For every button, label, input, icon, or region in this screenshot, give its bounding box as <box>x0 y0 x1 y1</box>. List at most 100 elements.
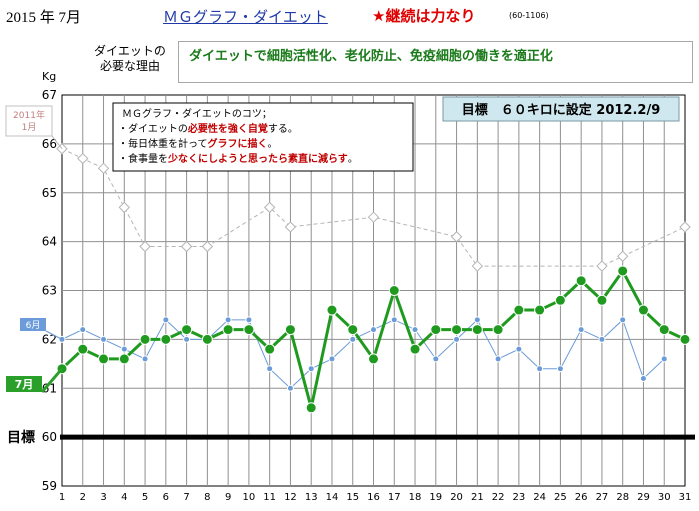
data-point-prev <box>101 336 107 342</box>
data-point-prev <box>454 336 460 342</box>
x-tick-label: 12 <box>284 492 297 503</box>
data-point-prev <box>412 327 418 333</box>
x-tick-label: 5 <box>142 492 148 503</box>
data-point-current <box>99 354 109 364</box>
data-point-prev <box>163 317 169 323</box>
x-tick-label: 6 <box>163 492 169 503</box>
data-point-prev <box>246 317 252 323</box>
data-point-prev <box>578 327 584 333</box>
data-point-prev <box>287 385 293 391</box>
data-point-prev <box>537 366 543 372</box>
tips-segment: 。 <box>268 139 278 150</box>
tips-line: ・ダイエットの必要性を強く自覚する。 <box>118 122 298 135</box>
data-point-current <box>410 344 420 354</box>
x-tick-label: 27 <box>596 492 609 503</box>
data-point-current <box>389 286 399 296</box>
x-tick-label: 17 <box>388 492 401 503</box>
data-point-prev <box>371 327 377 333</box>
tips-segment: ・食事量を <box>118 152 168 165</box>
data-point-current <box>597 295 607 305</box>
data-point-prev <box>620 317 626 323</box>
x-tick-label: 29 <box>637 492 650 503</box>
x-tick-label: 14 <box>326 492 339 503</box>
x-tick-label: 26 <box>575 492 588 503</box>
data-point-current <box>244 325 254 335</box>
data-point-prev <box>599 336 605 342</box>
data-point-prev <box>557 366 563 372</box>
tips-box: ＭＧグラフ・ダイエットのコツ； ・ダイエットの必要性を強く自覚する。・毎日体重を計… <box>113 103 413 171</box>
data-point-current <box>140 334 150 344</box>
data-point-current <box>285 325 295 335</box>
prev-tag-text: 6月 <box>26 320 41 331</box>
data-point-current <box>78 344 88 354</box>
x-tick-label: 1 <box>59 492 65 503</box>
x-tick-label: 20 <box>450 492 463 503</box>
y-tick-label: 62 <box>42 332 57 346</box>
data-point-current <box>431 325 441 335</box>
current-tag-text: 7月 <box>15 378 34 391</box>
data-point-current <box>638 305 648 315</box>
data-point-current <box>182 325 192 335</box>
x-tick-label: 24 <box>533 492 546 503</box>
data-point-prev <box>661 356 667 362</box>
x-tick-label: 15 <box>346 492 359 503</box>
y-tick-label: 64 <box>42 235 57 249</box>
data-point-prev <box>225 317 231 323</box>
data-point-current <box>452 325 462 335</box>
x-tick-label: 19 <box>429 492 442 503</box>
y-tick-label: 67 <box>42 88 57 102</box>
data-point-prev <box>267 366 273 372</box>
data-point-current <box>265 344 275 354</box>
year-tag-text: 2011年 <box>13 109 45 121</box>
year-tag-text: 1月 <box>22 122 37 133</box>
data-point-prev <box>184 336 190 342</box>
data-point-prev <box>474 317 480 323</box>
data-point-current <box>680 334 690 344</box>
x-tick-label: 7 <box>183 492 189 503</box>
goal-label: 目標 <box>7 429 35 446</box>
tips-segment: グラフに描く <box>208 137 268 150</box>
x-tick-label: 30 <box>658 492 671 503</box>
data-point-current <box>555 295 565 305</box>
data-point-current <box>119 354 129 364</box>
data-point-prev <box>640 375 646 381</box>
tips-line: ・毎日体重を計ってグラフに描く。 <box>118 137 278 150</box>
data-point-current <box>576 276 586 286</box>
y-tick-label: 65 <box>42 186 57 200</box>
data-point-current <box>348 325 358 335</box>
data-point-current <box>618 266 628 276</box>
x-tick-label: 3 <box>100 492 106 503</box>
data-point-current <box>514 305 524 315</box>
data-point-prev <box>350 336 356 342</box>
x-tick-label: 31 <box>679 492 692 503</box>
data-point-current <box>472 325 482 335</box>
goal-box-text: 目標 ６０キロに設定 2012.2/9 <box>462 102 661 118</box>
tips-segment: ・ダイエットの <box>118 122 188 135</box>
tips-segment: 。 <box>348 154 358 165</box>
data-point-prev <box>495 356 501 362</box>
x-tick-label: 11 <box>263 492 276 503</box>
data-point-current <box>161 334 171 344</box>
data-point-current <box>327 305 337 315</box>
y-tick-label: 60 <box>42 430 57 444</box>
tips-segment: 必要性を強く自覚 <box>187 122 268 135</box>
x-tick-label: 8 <box>204 492 210 503</box>
data-point-prev <box>142 356 148 362</box>
data-point-prev <box>516 346 522 352</box>
x-tick-label: 2 <box>80 492 86 503</box>
x-tick-label: 16 <box>367 492 380 503</box>
x-tick-label: 28 <box>616 492 629 503</box>
x-tick-label: 22 <box>492 492 505 503</box>
x-tick-label: 13 <box>305 492 318 503</box>
x-tick-label: 9 <box>225 492 231 503</box>
data-point-prev <box>308 366 314 372</box>
x-tick-label: 4 <box>121 492 127 503</box>
data-point-prev <box>329 356 335 362</box>
x-tick-label: 10 <box>243 492 256 503</box>
data-point-current <box>202 334 212 344</box>
tips-title: ＭＧグラフ・ダイエットのコツ； <box>122 107 272 120</box>
tips-line: ・食事量を少なくにしようと思ったら素直に減らす。 <box>118 152 358 165</box>
tips-segment: 少なくにしようと思ったら素直に減らす <box>167 152 348 165</box>
tips-segment: ・毎日体重を計って <box>118 137 208 150</box>
